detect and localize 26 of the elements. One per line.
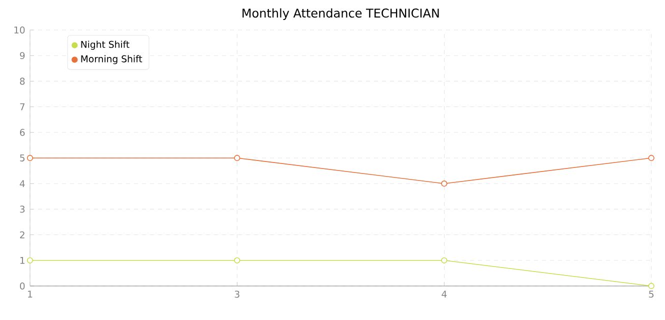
point xyxy=(26,154,34,162)
y-tick-label: 8 xyxy=(20,78,25,85)
y-tick-label: 0 xyxy=(20,282,25,290)
y-tick-label: 10 xyxy=(14,26,25,34)
point xyxy=(441,257,448,264)
x-tick-label: 1 xyxy=(28,290,32,298)
point xyxy=(234,154,240,162)
x-tick-label: 3 xyxy=(234,290,240,298)
y-tick-label: 7 xyxy=(20,103,25,110)
y-tick-label: 5 xyxy=(20,154,24,162)
chart-title: Monthly Attendance TECHNICIAN xyxy=(242,8,439,20)
y-tick-label: 1 xyxy=(20,256,24,264)
y-tick-label: 3 xyxy=(20,206,25,213)
legend-label: Night Shift xyxy=(81,40,130,50)
point xyxy=(26,257,34,264)
point xyxy=(441,180,448,187)
y-tick-label: 9 xyxy=(20,52,25,60)
legend-label: Morning Shift xyxy=(81,55,142,64)
point xyxy=(234,257,240,264)
point xyxy=(648,154,654,162)
x-tick-label: 4 xyxy=(442,290,447,298)
y-tick-label: 6 xyxy=(20,128,25,136)
point xyxy=(648,282,654,290)
y-tick-label: 4 xyxy=(20,180,25,187)
x-tick-label: 5 xyxy=(649,290,654,298)
y-tick-label: 2 xyxy=(20,231,24,238)
